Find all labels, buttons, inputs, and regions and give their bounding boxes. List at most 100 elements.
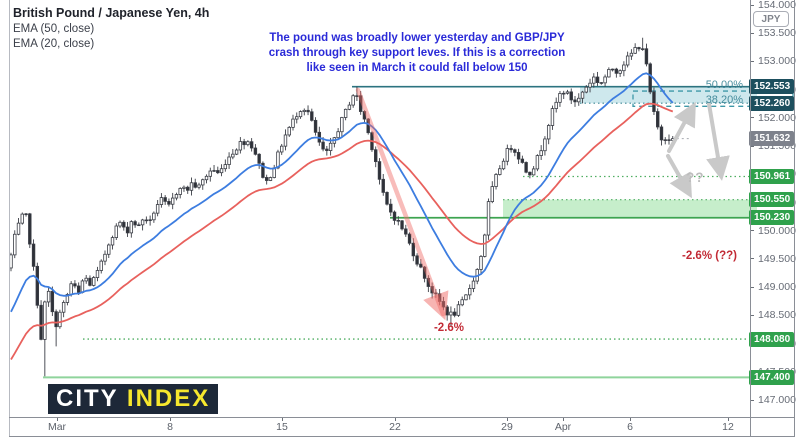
- ema-20-line: [10, 72, 674, 313]
- candle: [50, 290, 55, 313]
- candle: [302, 109, 306, 112]
- candle: [377, 161, 382, 180]
- candle: [479, 256, 483, 270]
- candle: [539, 150, 543, 156]
- analyst-note: The pound was broadly lower yesterday an…: [250, 31, 584, 76]
- candle: [321, 141, 325, 150]
- price-tick-label: 149.500: [758, 252, 796, 265]
- projection-arrow-1[interactable]: [667, 101, 696, 153]
- projection-arrow-2[interactable]: [706, 102, 730, 181]
- candle: [148, 219, 152, 221]
- candle: [543, 138, 547, 152]
- candle: [599, 82, 604, 84]
- candle: [99, 260, 103, 271]
- candle: [291, 118, 295, 128]
- candle: [460, 299, 464, 306]
- candle: [490, 186, 494, 203]
- time-axis-label: 29: [501, 421, 513, 433]
- candle: [486, 201, 491, 236]
- candle: [562, 92, 566, 95]
- candle: [614, 68, 619, 74]
- candle: [644, 48, 649, 65]
- price-level-chip: 150.550: [749, 192, 794, 208]
- candle: [242, 141, 246, 146]
- candle: [358, 95, 363, 112]
- time-axis-label: 8: [167, 421, 173, 433]
- price-axis-separator: [750, 0, 751, 437]
- price-tick-mark: [750, 314, 754, 316]
- candle: [61, 302, 66, 313]
- candle: [520, 158, 525, 163]
- candle: [528, 171, 532, 176]
- legend-ema-20: EMA (20, close): [13, 38, 95, 50]
- candle: [569, 91, 573, 101]
- time-axis-label: 22: [389, 421, 401, 433]
- analyst-note-line-3: like seen in March it could fall below 1…: [306, 62, 528, 74]
- price-level-chip: 150.230: [749, 210, 794, 226]
- candle: [618, 70, 622, 74]
- candle: [622, 64, 626, 72]
- candle: [580, 91, 585, 99]
- candle: [509, 148, 513, 151]
- currency-button[interactable]: JPY: [753, 11, 789, 27]
- candle: [197, 184, 201, 188]
- candle: [535, 155, 540, 170]
- price-tick-mark: [750, 258, 754, 260]
- price-tick-label: 154.000: [758, 0, 796, 11]
- support-zone[interactable]: [503, 199, 757, 218]
- candle: [223, 164, 228, 170]
- candle: [122, 221, 126, 228]
- candle: [212, 170, 216, 172]
- price-level-chip: 150.961: [749, 168, 794, 184]
- projection-dashed-box[interactable]: [632, 90, 794, 107]
- candle: [31, 243, 36, 267]
- candle: [343, 108, 348, 118]
- candle: [494, 174, 498, 187]
- candle: [407, 233, 412, 244]
- candle: [656, 111, 660, 128]
- candle: [419, 263, 423, 268]
- price-tick-mark: [750, 4, 754, 6]
- price-tick-mark: [750, 117, 754, 119]
- candle: [625, 55, 630, 66]
- candle: [174, 194, 179, 199]
- price-tick-label: 150.000: [758, 224, 796, 237]
- candle: [554, 101, 558, 109]
- candle: [58, 311, 62, 328]
- candle: [452, 311, 457, 316]
- candle: [392, 211, 397, 221]
- price-tick-label: 153.000: [758, 55, 796, 68]
- candle: [513, 149, 517, 153]
- candle: [144, 219, 149, 222]
- price-tick-label: 147.000: [758, 394, 796, 406]
- march-decline-arrow[interactable]: [355, 87, 449, 321]
- candle: [16, 222, 21, 235]
- projected-drop-label: -2.6% (??): [682, 250, 737, 262]
- candle: [20, 213, 24, 224]
- candle: [189, 182, 194, 191]
- candle: [573, 99, 577, 103]
- candle: [516, 152, 521, 160]
- time-axis[interactable]: Mar 8 15 22 29 Apr 6 12: [0, 417, 795, 437]
- candle: [193, 182, 197, 188]
- candle: [313, 119, 318, 133]
- candle: [498, 168, 502, 175]
- drawing-arrows-layer[interactable]: [355, 87, 730, 321]
- time-tick-mark: [170, 417, 171, 421]
- candle: [328, 142, 333, 151]
- candle: [449, 311, 453, 316]
- projection-arrow-3[interactable]: [666, 154, 692, 199]
- candle: [325, 148, 329, 151]
- candle: [268, 177, 273, 181]
- time-tick-mark: [282, 417, 283, 421]
- time-tick-mark: [395, 417, 396, 421]
- time-tick-mark: [630, 417, 631, 421]
- candle: [234, 149, 239, 155]
- candle: [231, 153, 235, 158]
- candle: [550, 108, 555, 126]
- time-tick-mark: [507, 417, 508, 421]
- price-tick-mark: [750, 230, 754, 232]
